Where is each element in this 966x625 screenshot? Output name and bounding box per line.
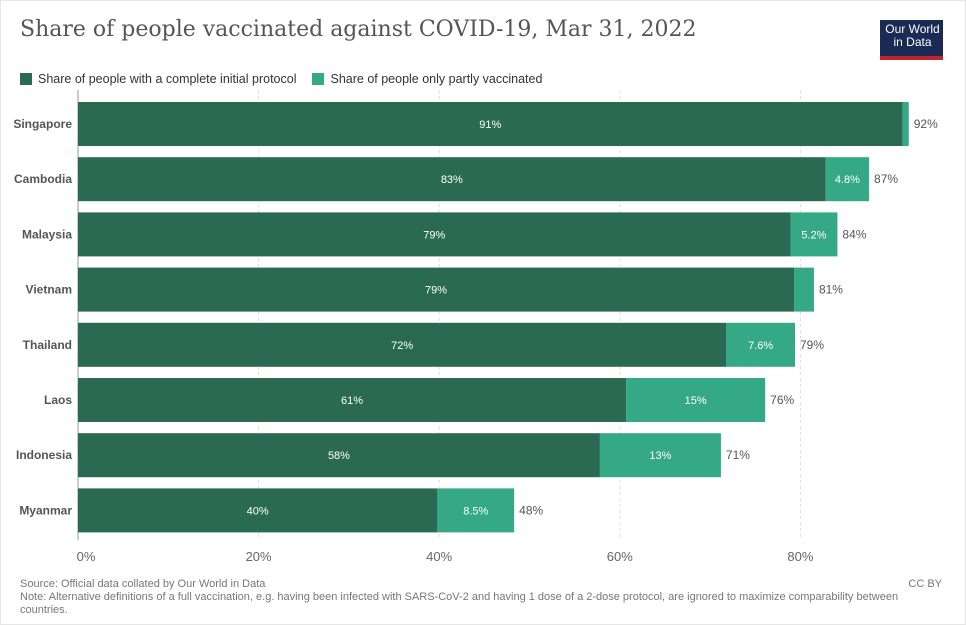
bar-label-complete: 91%	[479, 119, 501, 131]
x-tick-label: 60%	[607, 549, 633, 564]
bar-label-partial: 5.2%	[801, 229, 826, 241]
bar-total-label: 87%	[874, 172, 898, 186]
logo-line-1: Our World	[885, 22, 940, 36]
bar-label-partial: 4.8%	[835, 174, 860, 186]
bar-partial	[626, 378, 766, 422]
category-label: Cambodia	[14, 172, 72, 186]
bar-total-label: 92%	[914, 117, 938, 131]
bar-complete	[78, 212, 791, 257]
bar-label-partial: 15%	[685, 395, 707, 407]
category-label: Vietnam	[26, 283, 72, 297]
bar-complete	[78, 433, 600, 478]
bar-complete	[78, 157, 826, 202]
x-tick-label: 80%	[787, 549, 813, 564]
bar-label-complete: 58%	[328, 450, 350, 462]
bar-partial	[599, 433, 721, 478]
legend-item-complete[interactable]: Share of people with a complete initial …	[20, 72, 296, 86]
bar-complete	[78, 102, 903, 146]
bar-label-partial: 13%	[649, 450, 671, 462]
bar-partial	[437, 488, 515, 533]
note-text-line-1: Note: Alternative definitions of a full …	[20, 591, 899, 603]
owid-logo[interactable]: Our World in Data	[880, 20, 943, 60]
category-label: Thailand	[23, 338, 72, 352]
x-tick-label: 20%	[246, 549, 272, 564]
bar-label-complete: 79%	[425, 285, 447, 297]
chart-title: Share of people vaccinated against COVID…	[20, 17, 697, 42]
bar-total-label: 71%	[726, 448, 750, 462]
note-text-line-2: countries.	[20, 604, 68, 616]
bar-partial	[902, 102, 909, 146]
legend: Share of people with a complete initial …	[20, 72, 558, 86]
bar-partial	[726, 322, 795, 367]
bar-label-complete: 72%	[391, 340, 413, 352]
bar-label-complete: 79%	[423, 229, 445, 241]
legend-swatch-complete	[20, 73, 32, 85]
category-label: Singapore	[13, 117, 72, 131]
bar-complete	[78, 267, 795, 312]
bar-partial	[790, 212, 838, 257]
bar-label-complete: 61%	[341, 395, 363, 407]
category-label: Indonesia	[16, 448, 72, 462]
bar-label-partial: 7.6%	[748, 340, 773, 352]
bar-chart: 0% 20% 40% 60% 80% Singapore 91% 92% Cambodia 83%…	[13, 90, 938, 564]
bar-total-label: 84%	[842, 227, 866, 241]
category-label: Malaysia	[22, 227, 72, 241]
bar-complete	[78, 488, 438, 533]
legend-label-complete: Share of people with a complete initial …	[38, 72, 297, 86]
category-label: Laos	[44, 393, 72, 407]
legend-label-partial: Share of people only partly vaccinated	[330, 72, 543, 86]
bar-complete	[78, 378, 627, 422]
bar-label-complete: 83%	[441, 174, 463, 186]
license-text[interactable]: CC BY	[908, 578, 942, 590]
bar-total-label: 81%	[819, 283, 843, 297]
bar-label-partial: 8.5%	[463, 505, 488, 517]
bar-total-label: 79%	[800, 338, 824, 352]
legend-item-partial[interactable]: Share of people only partly vaccinated	[312, 72, 542, 86]
logo-line-2: in Data	[893, 35, 932, 49]
x-tick-label: 0%	[77, 549, 96, 564]
bar-complete	[78, 322, 727, 367]
bar-total-label: 76%	[770, 393, 794, 407]
bar-total-label: 48%	[519, 503, 543, 517]
bar-partial	[794, 267, 814, 312]
bar-label-complete: 40%	[247, 505, 269, 517]
legend-swatch-partial	[312, 73, 325, 85]
x-tick-label: 40%	[426, 549, 452, 564]
source-text: Source: Official data collated by Our Wo…	[20, 578, 266, 590]
category-label: Myanmar	[19, 503, 72, 517]
bar-partial	[825, 157, 870, 202]
